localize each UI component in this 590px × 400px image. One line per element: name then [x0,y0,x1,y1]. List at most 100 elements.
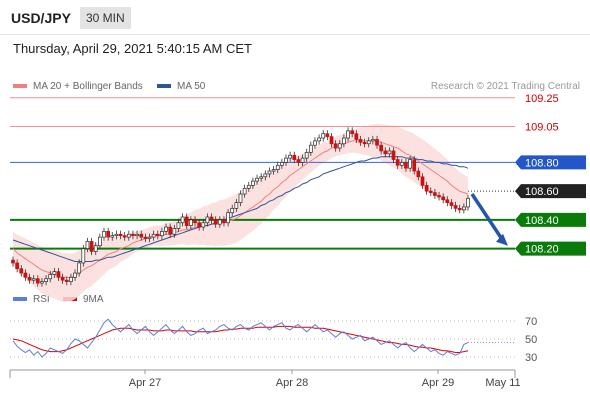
bollinger-band-area [13,123,468,302]
candle-body [420,176,425,186]
candle-body [246,185,251,189]
candle-body [375,139,379,146]
candle-body [222,219,226,224]
candle-body [226,212,230,224]
candle-body [466,197,470,208]
candle-body [131,233,135,237]
rsi-swatch [13,297,27,302]
candle-body [139,233,144,238]
rsi-line [12,318,469,358]
candle-body [217,219,222,225]
candle-body [354,133,359,140]
candle-body [40,281,44,284]
level-label: 109.25 [525,93,559,105]
candle-body [329,136,334,145]
candle-body [408,159,412,169]
candle-body [321,133,326,139]
candle-body [114,233,119,237]
ma50-swatch [157,84,171,89]
candle-body [135,233,139,237]
candle-body [110,235,115,238]
candle-body [73,272,77,278]
chart-header: USD/JPY 30 MIN [0,0,590,35]
candle-body [271,169,276,172]
legend-ma50: MA 50 [157,81,205,92]
candle-body [27,276,32,281]
candle-body [284,157,288,163]
candle-body [445,199,450,203]
candle-body [462,206,466,211]
candle-body [234,202,239,209]
candle-body [358,139,363,143]
candle-body [383,150,388,155]
x-tick-label: Apr 29 [422,377,454,389]
candle-body [189,219,193,226]
candle-body [404,162,408,169]
forecast-arrow-head [496,233,508,246]
candle-body [172,228,177,235]
candle-body [433,192,437,196]
candle-body [238,193,243,203]
candle-body [85,241,90,249]
candle-body [197,222,201,228]
legend-ma20-label: MA 20 + Bollinger Bands [33,81,143,92]
candle-body [449,202,454,206]
timeframe-badge[interactable]: 30 MIN [80,7,131,29]
candle-body [143,236,148,239]
legend-rsi-ma-label: 9MA [83,294,104,305]
candle-body [371,139,375,142]
candle-body [428,190,433,193]
legend-rsi: RSI [13,294,50,305]
candle-body [56,271,61,278]
candle-body [251,180,255,186]
candle-body [230,208,235,214]
candle-body [193,219,197,224]
candle-body [77,262,82,274]
candle-body [296,159,301,163]
rsi-tick-label: 30 [525,352,537,364]
candle-body [275,164,280,170]
candle-body [98,236,102,247]
legend-ma50-label: MA 50 [177,81,206,92]
candle-body [52,271,57,275]
candle-body [366,140,371,145]
candle-body [416,170,421,178]
candle-body [453,205,458,209]
timestamp: Thursday, April 29, 2021 5:40:15 AM CET [13,41,252,56]
candle-body [168,226,173,235]
level-label: 109.05 [525,122,559,134]
rsi-tick-label: 50 [525,334,537,346]
candle-body [69,276,73,282]
level-label: 108.20 [525,244,559,256]
bollinger-band [13,123,468,302]
candle-body [259,176,264,179]
candle-body [280,162,284,166]
x-axis: Apr 27 Apr 28 Apr 29 May 11 [9,369,521,389]
legend-ma20: MA 20 + Bollinger Bands [13,81,143,92]
candle-body [424,185,429,192]
candle-body [325,133,330,137]
symbol-label: USD/JPY [11,10,71,26]
level-badge-support [515,241,586,256]
level-label: 108.60 [525,186,559,198]
candle-body [337,143,342,149]
candle-body [60,276,65,281]
rsi-panel: 70 50 30 [10,316,537,364]
candle-body [31,278,36,281]
candle-body [93,245,98,252]
level-badge-support [515,212,586,227]
credit-text: Research © 2021 Trading Central [430,81,580,92]
candle-body [15,262,19,270]
candles [11,127,470,287]
candle-body [155,233,160,237]
candle-body [437,195,441,198]
candle-body [304,152,309,159]
candle-body [44,278,48,282]
forecast-arrow-shaft [470,193,505,242]
candle-body [255,177,259,182]
candle-body [180,216,185,224]
candle-body [263,173,268,178]
level-badge-pivot [515,155,586,170]
rsi-ma-line [12,325,469,353]
